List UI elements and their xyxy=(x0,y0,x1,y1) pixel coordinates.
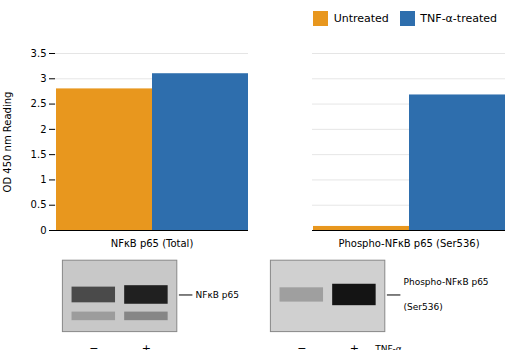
svg-text:OD 450 nm Reading: OD 450 nm Reading xyxy=(2,91,13,192)
svg-text:−: − xyxy=(297,342,306,350)
svg-text:−: − xyxy=(89,342,98,350)
svg-text:+: + xyxy=(142,342,151,350)
svg-text:1.5: 1.5 xyxy=(31,148,47,159)
svg-text:0.5: 0.5 xyxy=(31,199,47,210)
svg-text:Phospho-NFκB p65 (Ser536): Phospho-NFκB p65 (Ser536) xyxy=(338,237,479,248)
svg-text:2.5: 2.5 xyxy=(31,98,47,109)
svg-text:+: + xyxy=(350,342,359,350)
svg-text:0: 0 xyxy=(40,224,46,235)
svg-text:3: 3 xyxy=(40,72,46,83)
svg-text:3.5: 3.5 xyxy=(31,47,47,58)
html-text:TNF-α-treated: TNF-α-treated xyxy=(420,12,497,25)
html-text:Untreated: Untreated xyxy=(333,12,389,25)
svg-text:NFκB p65: NFκB p65 xyxy=(196,289,239,299)
svg-text:(Ser536): (Ser536) xyxy=(404,302,443,312)
svg-text:TNF-α: TNF-α xyxy=(374,343,402,350)
svg-text:Phospho-NFκB p65: Phospho-NFκB p65 xyxy=(404,277,489,287)
svg-text:1: 1 xyxy=(40,174,46,185)
svg-text:NFκB p65 (Total): NFκB p65 (Total) xyxy=(111,237,194,248)
svg-text:2: 2 xyxy=(40,123,46,134)
